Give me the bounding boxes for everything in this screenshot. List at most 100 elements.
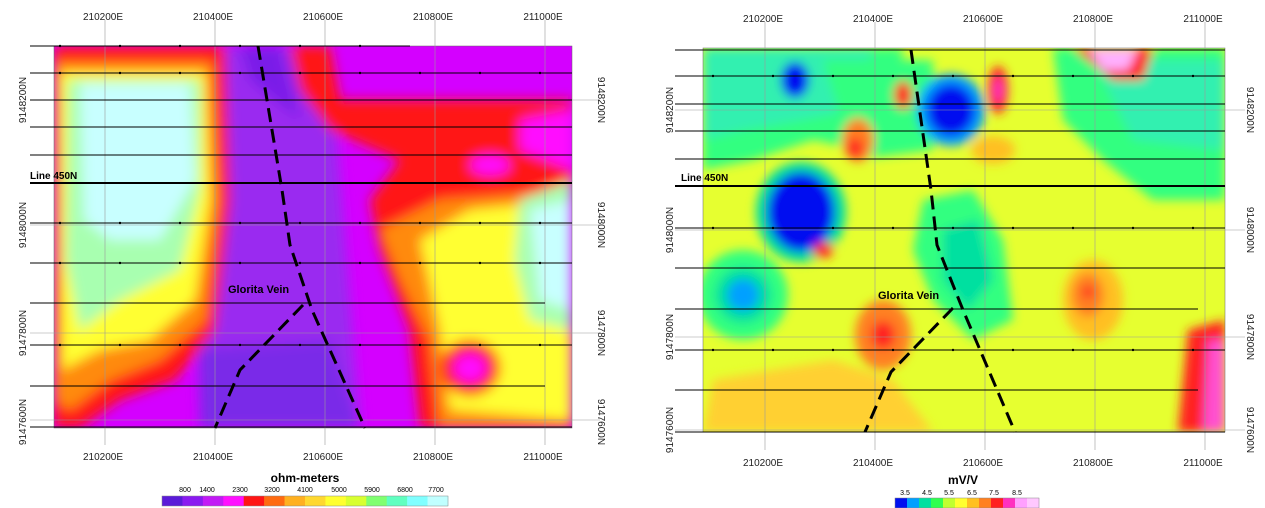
scale-swatch: [919, 498, 932, 508]
easting-label-top: 210800E: [413, 12, 453, 23]
scale-tick-labels: 3.5 4.5 5.5 6.5 7.5 8.5: [900, 490, 1022, 497]
northing-label-right: 9148200N: [595, 77, 606, 123]
northing-label-left: 9147800N: [18, 310, 29, 356]
chargeability-contour-fill: [703, 48, 1225, 432]
easting-label-top: 210200E: [83, 12, 123, 23]
scale-swatch: [907, 498, 920, 508]
scale-swatch: [1015, 498, 1028, 508]
scale-tick: 3200: [264, 487, 280, 494]
easting-label-bottom: 210200E: [83, 452, 123, 463]
northing-label-right: 9147800N: [595, 310, 606, 356]
scale-tick: 2300: [232, 487, 248, 494]
survey-station-markers: [58, 44, 542, 347]
northing-label-left: 9148200N: [665, 87, 676, 133]
northing-label-right: 9148200N: [1244, 87, 1255, 133]
northing-label-right: 9147600N: [595, 399, 606, 445]
scale-swatch: [182, 496, 204, 506]
easting-label-bottom: 210600E: [303, 452, 343, 463]
easting-label-bottom: 210800E: [1073, 458, 1113, 469]
scale-swatch: [979, 498, 992, 508]
easting-label-top: 211000E: [523, 12, 563, 23]
scale-swatch: [407, 496, 428, 506]
resistivity-map: 210200E 210400E 210600E 210800E 211000E …: [18, 12, 606, 507]
scale-tick: 1400: [199, 487, 215, 494]
scale-swatch: [264, 496, 285, 506]
scale-swatch: [427, 496, 449, 506]
easting-label-bottom: 210400E: [193, 452, 233, 463]
scale-tick: 800: [179, 487, 191, 494]
chargeability-map: 210200E 210400E 210600E 210800E 211000E …: [665, 14, 1255, 508]
survey-station-markers: [711, 74, 1195, 352]
scale-tick: 3.5: [900, 490, 910, 497]
resistivity-contour-fill: [54, 46, 572, 428]
line-label: Line 450N: [681, 173, 728, 184]
scale-tick-labels: 800 1400 2300 3200 4100 5000 5900 6800 7…: [179, 487, 444, 494]
resistivity-map-panel: 210200E 210400E 210600E 210800E 211000E …: [0, 0, 632, 508]
chargeability-map-panel: 210200E 210400E 210600E 210800E 211000E …: [633, 0, 1265, 508]
coordinate-grid: [675, 22, 1245, 450]
scale-swatch: [1003, 498, 1016, 508]
northing-label-right: 9148000N: [1244, 207, 1255, 253]
northing-label-left: 9148000N: [18, 202, 29, 248]
scale-swatch: [345, 496, 367, 506]
northing-label-left: 9147600N: [18, 399, 29, 445]
northing-label-left: 9147600N: [665, 407, 676, 453]
line-label: Line 450N: [30, 171, 77, 182]
scale-swatch: [991, 498, 1004, 508]
scale-swatch: [202, 496, 224, 506]
easting-label-top: 210800E: [1073, 14, 1113, 25]
scale-title: mV/V: [948, 473, 978, 487]
northing-label-left: 9148200N: [18, 77, 29, 123]
easting-label-bottom: 210200E: [743, 458, 783, 469]
glorita-vein-trace: [863, 49, 1017, 433]
scale-tick: 7.5: [989, 490, 999, 497]
scale-swatch: [366, 496, 388, 506]
scale-swatch: [243, 496, 265, 506]
easting-label-bottom: 210800E: [413, 452, 453, 463]
northing-label-right: 9148000N: [595, 202, 606, 248]
scale-tick: 5.5: [944, 490, 954, 497]
scale-swatch: [162, 496, 183, 506]
scale-swatch: [895, 498, 908, 508]
easting-label-bottom: 211000E: [1183, 458, 1223, 469]
scale-swatch: [284, 496, 306, 506]
vein-label: Glorita Vein: [228, 284, 289, 296]
northing-label-right: 9147800N: [1244, 314, 1255, 360]
easting-label-top: 210600E: [963, 14, 1003, 25]
northing-label-left: 9147800N: [665, 314, 676, 360]
easting-label-top: 210400E: [193, 12, 233, 23]
scale-tick: 4100: [297, 487, 313, 494]
glorita-vein-trace: [213, 45, 367, 429]
scale-border: [894, 497, 1040, 508]
color-scale-legend: [894, 497, 1040, 508]
easting-label-top: 210400E: [853, 14, 893, 25]
scale-tick: 5900: [364, 487, 380, 494]
scale-swatch: [931, 498, 944, 508]
scale-swatch: [967, 498, 980, 508]
northing-label-left: 9148000N: [665, 207, 676, 253]
color-scale-legend: [161, 495, 449, 507]
easting-label-bottom: 210600E: [963, 458, 1003, 469]
scale-tick: 4.5: [922, 490, 932, 497]
scale-border: [161, 495, 449, 507]
vein-label: Glorita Vein: [878, 290, 939, 302]
scale-title: ohm-meters: [271, 471, 340, 485]
scale-swatch: [955, 498, 968, 508]
easting-label-top: 210200E: [743, 14, 783, 25]
scale-tick: 5000: [331, 487, 347, 494]
easting-label-bottom: 211000E: [523, 452, 563, 463]
scale-swatch: [1027, 498, 1040, 508]
scale-swatch: [305, 496, 326, 506]
scale-tick: 6800: [397, 487, 413, 494]
scale-swatch: [325, 496, 347, 506]
easting-label-top: 211000E: [1183, 14, 1223, 25]
northing-label-right: 9147600N: [1244, 407, 1255, 453]
scale-swatch: [943, 498, 956, 508]
scale-tick: 7700: [428, 487, 444, 494]
easting-label-bottom: 210400E: [853, 458, 893, 469]
easting-label-top: 210600E: [303, 12, 343, 23]
scale-tick: 6.5: [967, 490, 977, 497]
scale-swatch: [223, 496, 245, 506]
scale-swatch: [386, 496, 408, 506]
scale-tick: 8.5: [1012, 490, 1022, 497]
